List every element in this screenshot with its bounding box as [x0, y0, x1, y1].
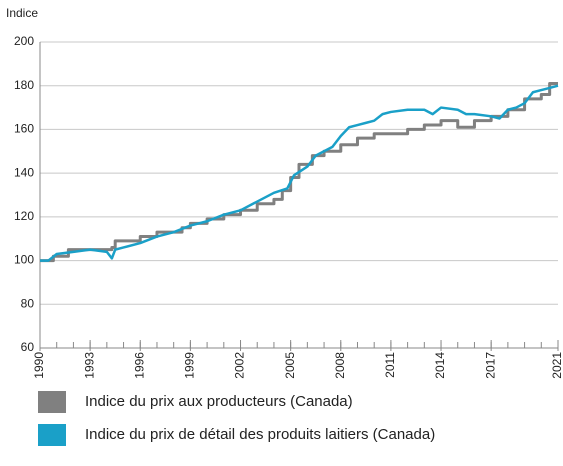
legend-text: Indice du prix de détail des produits la…	[85, 426, 435, 443]
legend-swatch	[38, 424, 66, 446]
x-tick-label: 1999	[183, 352, 197, 379]
x-tick-label: 2005	[283, 352, 297, 379]
y-tick-label: 100	[14, 253, 34, 267]
y-tick-label: 60	[21, 340, 35, 354]
legend-swatch	[38, 391, 66, 413]
y-tick-label: 160	[14, 122, 34, 136]
y-tick-label: 140	[14, 165, 34, 179]
x-tick-label: 2002	[233, 352, 247, 379]
y-tick-label: 80	[21, 296, 35, 310]
x-tick-label: 2021	[550, 352, 563, 379]
x-tick-label: 2011	[383, 352, 397, 378]
series-line	[40, 84, 559, 262]
x-tick-label: 1990	[32, 352, 46, 379]
y-axis-label: Indice	[6, 6, 38, 20]
x-tick-label: 2008	[333, 352, 347, 379]
y-tick-label: 120	[14, 209, 34, 223]
x-tick-label: 1996	[132, 352, 146, 379]
x-tick-label: 2017	[483, 352, 497, 379]
x-tick-label: 1993	[82, 352, 96, 379]
legend-text: Indice du prix aux producteurs (Canada)	[85, 393, 353, 410]
y-tick-label: 200	[14, 34, 34, 48]
y-tick-label: 180	[14, 78, 34, 92]
x-tick-label: 2014	[433, 352, 447, 379]
